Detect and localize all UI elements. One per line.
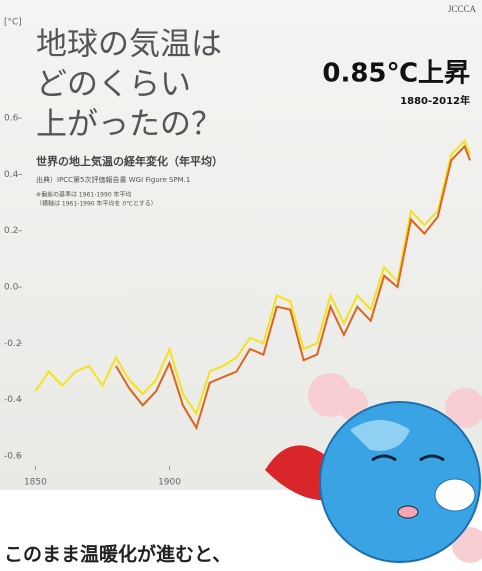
y-tick-label: 0.0 — [4, 283, 19, 293]
y-tick-label: -0.4 — [4, 395, 22, 405]
x-tick-label: 1900 — [158, 478, 181, 488]
logo: JCCCA — [448, 4, 477, 14]
temperature-line — [34, 138, 471, 416]
earth-illustration — [265, 373, 482, 563]
title-line: 地球の気温は — [36, 27, 222, 63]
title-line: どのくらい — [36, 67, 191, 103]
y-tick-label: 0.4 — [4, 170, 19, 180]
y-tick-label: -0.2 — [4, 339, 22, 349]
headline-period: 1880-2012年 — [400, 94, 470, 107]
hand — [434, 478, 476, 512]
x-tick-label: 1850 — [24, 478, 47, 488]
headline: 0.85℃上昇 — [322, 59, 470, 89]
mouth — [397, 505, 419, 519]
subtitle: 世界の地上気温の経年変化（年平均） — [36, 154, 223, 168]
temperature-line — [115, 144, 471, 431]
y-unit: [°C] — [4, 18, 22, 28]
y-tick-label: 0.6 — [4, 114, 19, 124]
y-tick-label: 0.2 — [4, 226, 18, 236]
title-line: 上がったの？ — [36, 107, 222, 143]
source: 出典）IPCC第5次評価報告書 WGI Figure SPM.1 — [36, 175, 190, 184]
plot: -0.6 -0.4 -0.2 0.0 0.2 0.4 0.6 1850 1900 — [4, 114, 471, 488]
earth — [319, 401, 481, 563]
fan — [265, 445, 335, 501]
cloud — [445, 388, 482, 428]
earth-land — [350, 420, 410, 451]
note: ※偏差の基準は 1961-1990 年平均 — [36, 191, 132, 199]
note: （横軸は 1961-1990 年平均を 0℃とする） — [36, 200, 157, 208]
eye — [371, 454, 397, 462]
caption: このまま温暖化が進むと、 — [4, 543, 231, 566]
eye — [419, 454, 445, 462]
y-tick-label: -0.6 — [4, 451, 22, 461]
